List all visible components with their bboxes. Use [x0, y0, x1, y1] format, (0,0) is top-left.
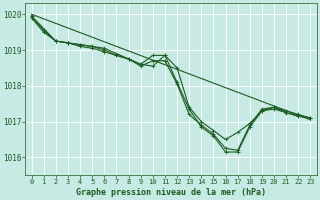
X-axis label: Graphe pression niveau de la mer (hPa): Graphe pression niveau de la mer (hPa): [76, 188, 266, 197]
